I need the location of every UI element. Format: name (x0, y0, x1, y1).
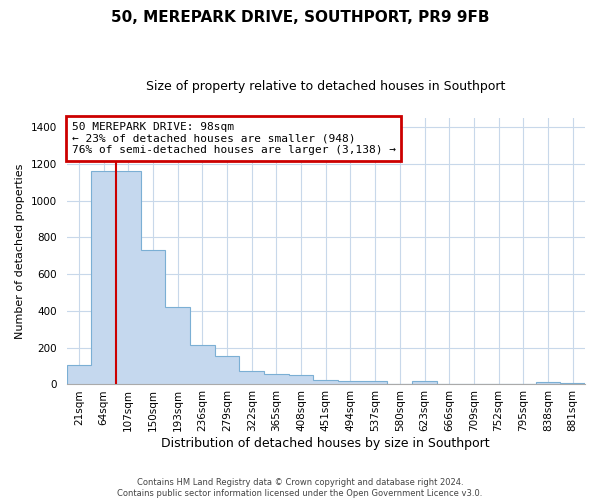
Title: Size of property relative to detached houses in Southport: Size of property relative to detached ho… (146, 80, 505, 93)
Y-axis label: Number of detached properties: Number of detached properties (15, 164, 25, 339)
Text: 50 MEREPARK DRIVE: 98sqm
← 23% of detached houses are smaller (948)
76% of semi-: 50 MEREPARK DRIVE: 98sqm ← 23% of detach… (72, 122, 396, 155)
Text: Contains HM Land Registry data © Crown copyright and database right 2024.
Contai: Contains HM Land Registry data © Crown c… (118, 478, 482, 498)
Text: 50, MEREPARK DRIVE, SOUTHPORT, PR9 9FB: 50, MEREPARK DRIVE, SOUTHPORT, PR9 9FB (111, 10, 489, 25)
X-axis label: Distribution of detached houses by size in Southport: Distribution of detached houses by size … (161, 437, 490, 450)
